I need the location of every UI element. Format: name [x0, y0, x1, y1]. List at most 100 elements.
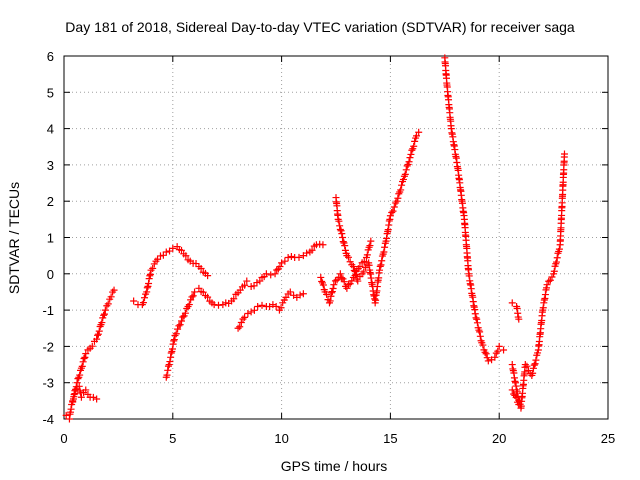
x-tick-label: 25 [601, 431, 615, 446]
data-point [236, 323, 244, 331]
data-point [164, 366, 172, 374]
data-point [188, 293, 196, 301]
data-point [363, 251, 371, 259]
data-point [164, 362, 172, 370]
data-point [376, 262, 384, 270]
data-point [365, 243, 373, 251]
data-point [476, 328, 484, 336]
data-point [388, 209, 396, 217]
data-point [93, 335, 101, 343]
data-point [532, 356, 540, 364]
data-point [181, 309, 189, 317]
data-point [329, 284, 337, 292]
data-point [323, 290, 331, 298]
data-point [165, 361, 173, 369]
data-point [170, 336, 178, 344]
y-tick-label: -2 [42, 339, 54, 354]
data-point [479, 341, 487, 349]
data-point [303, 249, 311, 257]
data-point [317, 273, 325, 281]
data-point [100, 311, 108, 319]
data-point [237, 318, 245, 326]
data-point [529, 369, 537, 377]
data-point [415, 128, 423, 136]
data-point [378, 257, 386, 265]
data-point [175, 322, 183, 330]
data-point [284, 253, 292, 261]
x-axis-ticks: 0 5 10 15 20 25 [60, 56, 615, 446]
data-point [166, 358, 174, 366]
data-point [401, 170, 409, 178]
data-point [555, 245, 563, 253]
data-point [521, 361, 529, 369]
data-point [256, 277, 264, 285]
data-point [187, 296, 195, 304]
data-point [178, 317, 186, 325]
data-point [340, 278, 348, 286]
data-point [349, 263, 357, 271]
data-point [234, 324, 242, 332]
data-point [543, 281, 551, 289]
data-point [143, 284, 151, 292]
data-point [345, 253, 353, 261]
data-point [475, 326, 483, 334]
data-point [239, 315, 247, 323]
data-point [72, 383, 80, 391]
data-point [407, 150, 415, 158]
y-tick-label: 5 [47, 85, 54, 100]
data-points [62, 54, 568, 423]
data-point [191, 288, 199, 296]
data-point [169, 340, 177, 348]
data-point [163, 371, 171, 379]
data-point [244, 309, 252, 317]
data-point [271, 270, 279, 278]
data-point [348, 277, 356, 285]
data-point [88, 342, 96, 350]
data-point [94, 330, 102, 338]
data-point [130, 297, 138, 305]
y-tick-label: 2 [47, 194, 54, 209]
data-point [262, 270, 270, 278]
x-tick-label: 10 [274, 431, 288, 446]
data-point [254, 302, 262, 310]
data-point [197, 265, 205, 273]
data-point [171, 332, 179, 340]
data-point [360, 258, 368, 266]
data-point [513, 388, 521, 396]
y-tick-label: -3 [42, 376, 54, 391]
data-point [73, 379, 81, 387]
data-point [336, 225, 344, 233]
x-tick-label: 15 [383, 431, 397, 446]
data-point [338, 274, 346, 282]
data-point [393, 197, 401, 205]
data-point [272, 302, 280, 310]
data-point [405, 158, 413, 166]
data-point [141, 294, 149, 302]
data-point [328, 288, 336, 296]
data-point [93, 395, 101, 403]
data-point [70, 390, 78, 398]
data-point [299, 290, 307, 298]
data-point [241, 281, 249, 289]
data-point [330, 281, 338, 289]
data-point [529, 364, 537, 372]
data-point [178, 246, 186, 254]
data-point [483, 354, 491, 362]
data-point [76, 371, 84, 379]
data-point [168, 345, 176, 353]
y-tick-label: 6 [47, 49, 54, 64]
data-point [287, 253, 295, 261]
data-point [146, 272, 154, 280]
data-point [510, 390, 518, 398]
data-point [89, 393, 97, 401]
data-point [139, 299, 147, 307]
data-point [339, 234, 347, 241]
data-point [146, 270, 154, 278]
data-point [402, 166, 410, 174]
data-point [286, 288, 294, 296]
data-point [545, 277, 553, 285]
data-point [82, 350, 90, 358]
data-point [100, 310, 108, 318]
data-point [354, 277, 362, 285]
